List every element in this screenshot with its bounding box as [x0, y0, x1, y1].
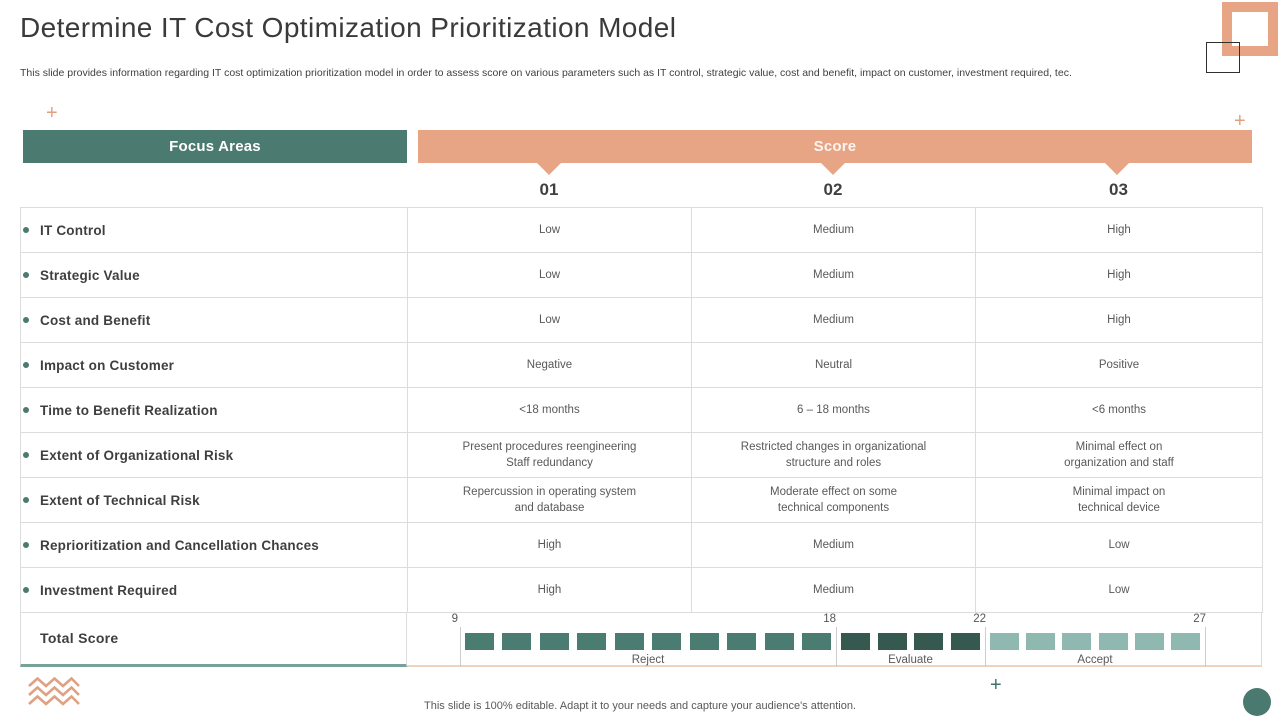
focus-label: Investment Required [40, 582, 178, 598]
scale-tick-label: 18 [823, 613, 836, 625]
scale-squares [985, 633, 1205, 650]
arrow-down-icon [537, 163, 561, 175]
focus-cell: Investment Required [21, 568, 408, 613]
scale-section-label: Evaluate [888, 654, 933, 666]
slide-subtitle: This slide provides information regardin… [20, 67, 1072, 79]
plus-icon: + [990, 674, 1002, 696]
score-cell: Medium [692, 523, 976, 568]
focus-cell: Reprioritization and Cancellation Chance… [21, 523, 408, 568]
arrow-down-icon [821, 163, 845, 175]
score-cell: <18 months [408, 388, 692, 433]
score-cell: <6 months [976, 388, 1263, 433]
focus-label: IT Control [40, 222, 106, 238]
bullet-icon [23, 587, 29, 593]
bullet-icon [23, 227, 29, 233]
footer-note: This slide is 100% editable. Adapt it to… [424, 700, 856, 712]
score-cell: Positive [976, 343, 1263, 388]
scale-tick-label: 27 [1193, 613, 1206, 625]
focus-cell: Cost and Benefit [21, 298, 408, 343]
total-score-label: Total Score [20, 612, 407, 667]
score-header: Score [418, 130, 1252, 163]
score-cell: Moderate effect on some technical compon… [692, 478, 976, 523]
focus-cell: Extent of Organizational Risk [21, 433, 408, 478]
score-cell: High [976, 253, 1263, 298]
focus-label: Extent of Organizational Risk [40, 447, 234, 463]
score-column-01: 01 [539, 180, 559, 199]
score-cell: Low [408, 253, 692, 298]
score-cell: High [408, 568, 692, 613]
scale-section-label: Reject [631, 654, 665, 666]
score-cell: Low [976, 568, 1263, 613]
score-column-02: 02 [823, 180, 843, 199]
score-cell: High [976, 208, 1263, 253]
outline-square-decoration [1206, 42, 1240, 73]
plus-icon: + [46, 102, 58, 124]
scale-tick-line [1205, 627, 1206, 667]
scale-section-evaluate: Evaluate [836, 633, 985, 666]
focus-label: Extent of Technical Risk [40, 492, 200, 508]
scale-tick-line [460, 627, 461, 667]
zigzag-icon [28, 677, 80, 706]
score-cell: Low [408, 298, 692, 343]
focus-label: Cost and Benefit [40, 312, 151, 328]
scale-squares [836, 633, 985, 650]
score-column-03: 03 [1109, 180, 1128, 199]
scale-tick-label: 22 [973, 613, 986, 625]
score-cell: Present procedures reengineering Staff r… [408, 433, 692, 478]
total-score-scale-cell [407, 612, 1262, 667]
bullet-icon [23, 542, 29, 548]
score-cell: Negative [408, 343, 692, 388]
circle-decoration [1243, 688, 1271, 716]
bullet-icon [23, 362, 29, 368]
focus-label: Reprioritization and Cancellation Chance… [40, 537, 319, 553]
arrow-down-icon [1105, 163, 1129, 175]
score-cell: Minimal effect on organization and staff [976, 433, 1263, 478]
plus-icon: + [1234, 110, 1246, 132]
bullet-icon [23, 317, 29, 323]
scale-tick-line [985, 627, 986, 667]
scale-section-accept: Accept [985, 633, 1205, 666]
score-cell: High [408, 523, 692, 568]
scale-section-reject: Reject [460, 633, 836, 666]
bullet-icon [23, 452, 29, 458]
score-cell: Minimal impact on technical device [976, 478, 1263, 523]
scale-tick-label: 9 [451, 613, 458, 625]
focus-label: Impact on Customer [40, 357, 175, 373]
focus-areas-header: Focus Areas [23, 130, 407, 163]
focus-label: Time to Benefit Realization [40, 402, 218, 418]
bullet-icon [23, 272, 29, 278]
scale-tick-line [836, 627, 837, 667]
page-title: Determine IT Cost Optimization Prioritiz… [20, 12, 677, 43]
score-cell: High [976, 298, 1263, 343]
scale-section-label: Accept [1077, 654, 1113, 666]
score-table: IT Control Low Medium High Strategic Val… [20, 207, 1263, 613]
focus-cell: IT Control [21, 208, 408, 253]
score-cell: Medium [692, 253, 976, 298]
focus-cell: Strategic Value [21, 253, 408, 298]
focus-cell: Time to Benefit Realization [21, 388, 408, 433]
scale-squares [460, 633, 836, 650]
bullet-icon [23, 407, 29, 413]
score-cell: Repercussion in operating system and dat… [408, 478, 692, 523]
focus-label: Strategic Value [40, 267, 140, 283]
peach-square-decoration [1222, 2, 1278, 56]
score-cell: Low [976, 523, 1263, 568]
score-cell: Medium [692, 208, 976, 253]
focus-cell: Impact on Customer [21, 343, 408, 388]
score-cell: Medium [692, 568, 976, 613]
score-cell: Low [408, 208, 692, 253]
score-cell: Neutral [692, 343, 976, 388]
score-cell: Medium [692, 298, 976, 343]
score-cell: 6 – 18 months [692, 388, 976, 433]
focus-cell: Extent of Technical Risk [21, 478, 408, 523]
score-cell: Restricted changes in organizational str… [692, 433, 976, 478]
bullet-icon [23, 497, 29, 503]
